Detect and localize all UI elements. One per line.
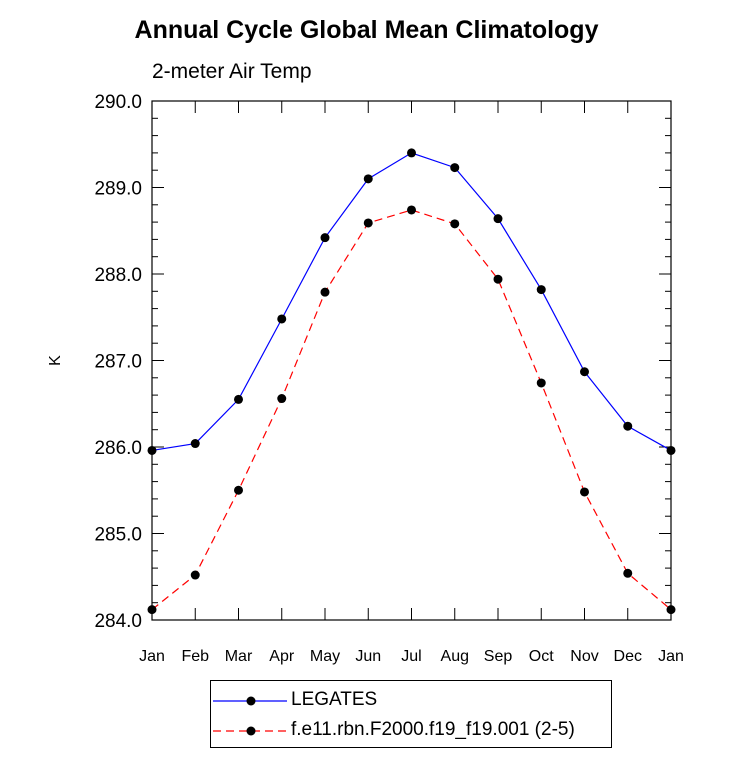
legend-item-legates: LEGATES	[211, 685, 611, 715]
legend-label-model: f.e11.rbn.F2000.f19_f19.001 (2-5)	[291, 719, 575, 740]
series-line-1	[151, 209, 672, 611]
x-tick-label: Sep	[484, 648, 513, 665]
data-point-series-1	[363, 218, 373, 228]
data-point-series-0	[363, 174, 373, 184]
legend: LEGATES f.e11.rbn.F2000.f19_f19.001 (2-5…	[210, 680, 612, 748]
y-tick-label: 285.0	[94, 525, 142, 546]
legend-line-blue-icon	[213, 696, 287, 706]
data-point-series-0	[190, 439, 200, 449]
x-tick-label: Nov	[570, 648, 598, 665]
y-tick-label: 287.0	[94, 352, 142, 373]
plot-frame	[151, 100, 672, 621]
x-tick-label: Jun	[355, 648, 381, 665]
x-tick-label: Jul	[401, 648, 421, 665]
x-tick-label: Jan	[658, 648, 684, 665]
chart-title: Annual Cycle Global Mean Climatology	[134, 16, 599, 44]
data-point-series-1	[407, 205, 416, 215]
x-tick-label: Aug	[441, 648, 469, 665]
data-point-series-0	[450, 163, 460, 173]
chart-subtitle: 2-meter Air Temp	[152, 60, 312, 83]
y-tick-label: 290.0	[94, 92, 142, 113]
data-point-series-1	[493, 274, 503, 284]
data-point-series-0	[234, 394, 243, 404]
data-point-series-1	[277, 394, 287, 404]
x-tick-label: Jan	[139, 648, 165, 665]
data-point-series-1	[320, 287, 330, 297]
x-tick-label: Mar	[225, 648, 253, 665]
x-tick-label: Dec	[614, 648, 642, 665]
legend-line-red-dashed-icon	[213, 726, 287, 736]
y-tick-label: 289.0	[94, 179, 142, 200]
x-tick-label: Feb	[181, 648, 209, 665]
x-tick-label: Apr	[269, 648, 295, 665]
data-point-series-0	[623, 421, 633, 431]
data-point-series-1	[234, 485, 243, 495]
data-point-series-0	[580, 367, 589, 377]
series-line-0	[151, 152, 672, 452]
y-axis-label: K	[47, 355, 64, 366]
data-point-series-1	[190, 570, 200, 580]
legend-item-model: f.e11.rbn.F2000.f19_f19.001 (2-5)	[211, 715, 611, 745]
data-point-series-0	[536, 285, 546, 295]
y-tick-label: 288.0	[94, 265, 142, 286]
x-tick-label: Oct	[529, 648, 554, 665]
data-point-series-1	[580, 487, 589, 497]
data-point-series-0	[666, 445, 676, 455]
y-tick-label: 286.0	[94, 438, 142, 459]
data-point-series-0	[147, 445, 157, 455]
data-point-series-1	[666, 605, 676, 615]
data-point-series-0	[320, 233, 330, 243]
data-point-series-1	[147, 605, 157, 615]
y-tick-label: 284.0	[94, 611, 142, 632]
data-point-series-0	[277, 314, 287, 324]
x-tick-label: May	[310, 648, 340, 665]
legend-label-legates: LEGATES	[291, 689, 378, 710]
data-point-series-0	[493, 214, 503, 224]
data-point-series-1	[623, 568, 633, 578]
data-point-series-0	[407, 148, 416, 158]
data-point-series-1	[536, 378, 546, 388]
data-point-series-1	[450, 219, 460, 229]
